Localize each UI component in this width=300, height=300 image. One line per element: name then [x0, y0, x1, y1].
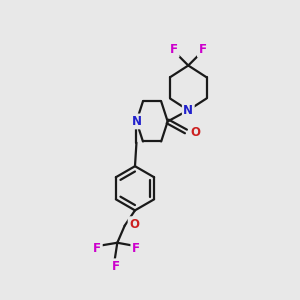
- Text: F: F: [132, 242, 140, 254]
- Text: F: F: [93, 242, 101, 254]
- Text: O: O: [190, 126, 200, 140]
- Text: N: N: [183, 104, 193, 117]
- Text: F: F: [198, 44, 206, 56]
- Text: F: F: [112, 260, 120, 273]
- Text: F: F: [170, 44, 178, 56]
- Text: N: N: [131, 115, 142, 128]
- Text: O: O: [129, 218, 139, 231]
